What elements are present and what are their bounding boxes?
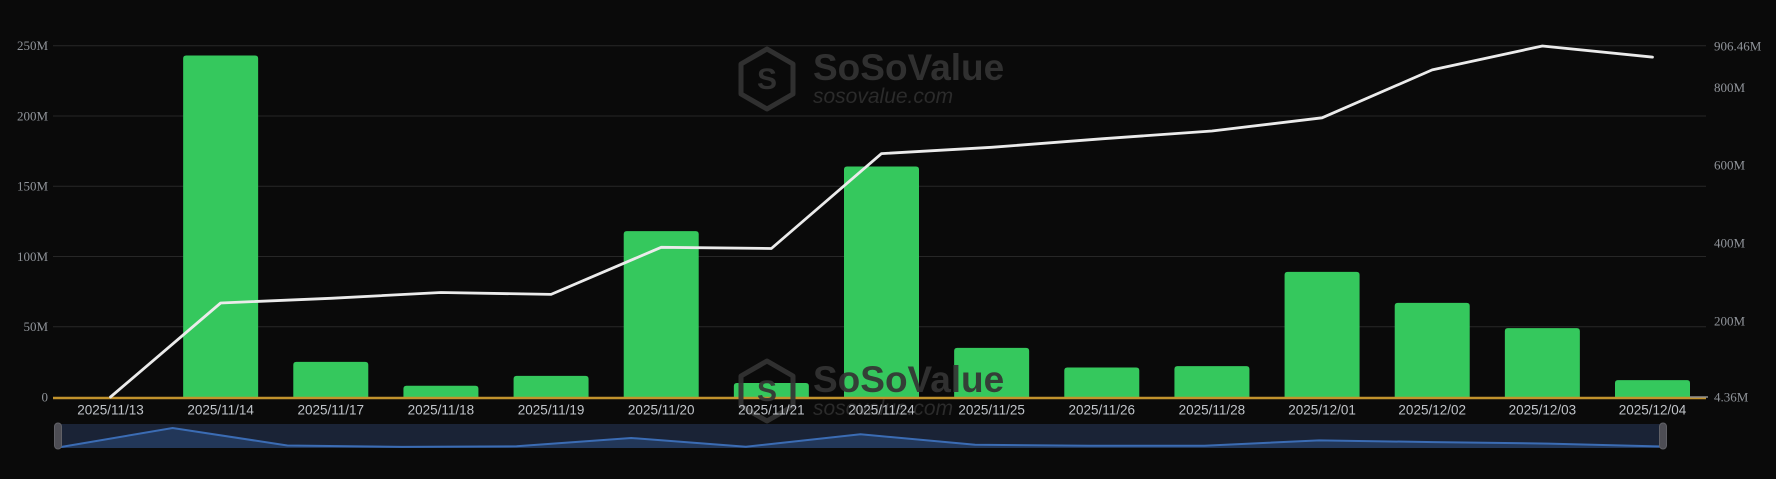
navigator-line — [57, 426, 1664, 449]
inflow-bar[interactable] — [623, 231, 699, 399]
x-axis-date-label: 2025/11/13 — [77, 403, 144, 418]
right-axis-tick: 800M — [1714, 80, 1746, 95]
inflow-bar[interactable] — [1284, 271, 1360, 399]
right-axis-tick: 600M — [1714, 158, 1746, 173]
x-axis-date-label: 2025/12/02 — [1398, 403, 1466, 418]
cumulative-line[interactable] — [109, 44, 1654, 399]
inflow-bar[interactable] — [293, 361, 369, 399]
inflow-bar[interactable] — [1064, 367, 1140, 399]
right-axis-tick: 200M — [1714, 313, 1746, 328]
x-axis-date-label: 2025/11/20 — [628, 403, 695, 418]
x-axis-date-label: 2025/11/17 — [297, 403, 364, 418]
inflow-bar[interactable] — [403, 385, 479, 399]
x-axis-date-label: 2025/11/19 — [518, 403, 585, 418]
navigator-handle-right[interactable] — [1659, 422, 1667, 450]
inflow-bar[interactable] — [1394, 302, 1470, 399]
x-axis-date-label: 2025/11/26 — [1068, 403, 1135, 418]
inflow-bar[interactable] — [513, 375, 589, 399]
navigator-track[interactable] — [58, 424, 1663, 448]
inflow-bar[interactable] — [1615, 380, 1691, 399]
right-axis-tick: 400M — [1714, 236, 1746, 251]
x-axis-date-label: 2025/11/18 — [408, 403, 475, 418]
inflow-bar[interactable] — [954, 347, 1030, 399]
left-axis-tick: 200M — [17, 108, 49, 123]
inflow-bar[interactable] — [844, 166, 920, 399]
left-axis-tick: 0 — [42, 390, 49, 405]
right-axis-tick: 906.46M — [1714, 39, 1762, 54]
right-axis-tick: 4.36M — [1714, 390, 1749, 405]
x-axis-date-label: 2025/11/24 — [848, 403, 915, 418]
x-axis-date-label: 2025/11/28 — [1179, 403, 1246, 418]
navigator-area — [58, 428, 1663, 448]
left-axis-tick: 50M — [23, 319, 48, 334]
inflow-bar[interactable] — [1174, 366, 1250, 399]
inflow-bar[interactable] — [1504, 328, 1580, 399]
navigator-handle-left[interactable] — [54, 422, 62, 450]
left-axis-tick: 100M — [17, 249, 49, 264]
x-axis-date-label: 2025/12/01 — [1288, 403, 1356, 418]
x-axis-date-label: 2025/11/25 — [958, 403, 1025, 418]
left-axis-tick: 250M — [17, 38, 49, 53]
inflow-bar[interactable] — [183, 55, 259, 399]
x-axis-date-label: 2025/12/03 — [1509, 403, 1577, 418]
x-axis-date-label: 2025/11/14 — [187, 403, 254, 418]
x-axis-date-label: 2025/11/21 — [738, 403, 805, 418]
left-axis-tick: 150M — [17, 179, 49, 194]
x-axis-date-label: 2025/12/04 — [1619, 403, 1687, 418]
